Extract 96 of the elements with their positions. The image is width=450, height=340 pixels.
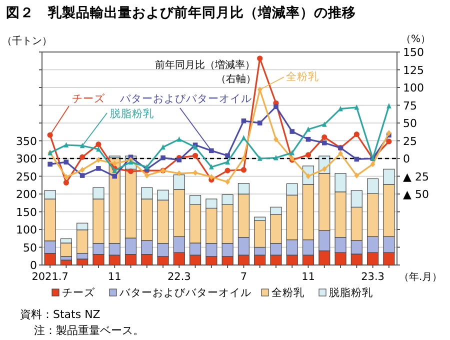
point <box>96 156 101 163</box>
point <box>274 104 278 110</box>
point <box>386 103 392 108</box>
annotation: 前年同月比（増減率） <box>155 59 255 71</box>
point <box>192 152 198 158</box>
point <box>128 168 134 174</box>
point <box>176 158 182 162</box>
y-tick-label: 250 <box>16 170 37 184</box>
y2-tick-label: 0 <box>403 152 410 166</box>
point <box>274 136 278 142</box>
legend-label: 全粉乳 <box>272 286 304 299</box>
point <box>322 134 328 140</box>
point <box>80 166 85 173</box>
text: 脱脂粉乳 <box>110 107 154 120</box>
x-tick-label: 22.3 <box>167 271 191 283</box>
y-tick-label: 100 <box>16 224 37 236</box>
y2-tick-label: 50 <box>403 117 417 130</box>
point <box>306 126 311 132</box>
point <box>176 136 182 142</box>
point <box>240 167 247 173</box>
point <box>305 152 312 158</box>
point <box>64 142 69 148</box>
point <box>322 140 327 146</box>
point <box>338 150 343 157</box>
y2-tick-label: 150 <box>403 46 424 59</box>
point <box>80 173 85 178</box>
y2-tick-label: ▲ 50 <box>403 188 429 201</box>
y2-tick-label: ▲ 25 <box>403 170 429 184</box>
legend-label: 全粉乳 <box>286 70 319 83</box>
point <box>257 156 262 161</box>
point <box>225 178 230 185</box>
legend-label: チーズ <box>62 287 96 299</box>
point <box>225 159 230 164</box>
y2-tick-label: 25 <box>403 134 417 148</box>
y-tick-label: 350 <box>16 134 37 148</box>
y-tick-label: 200 <box>16 188 37 201</box>
point <box>370 161 376 168</box>
x-tick-label: 7 <box>240 271 248 283</box>
point <box>96 146 101 152</box>
point <box>160 144 166 150</box>
x-tick-label: 11 <box>108 271 122 283</box>
series-label: バターおよびバターオイル <box>119 93 252 105</box>
y2-tick-label: 125 <box>403 64 424 77</box>
point <box>290 129 295 134</box>
point <box>386 138 392 144</box>
y2-tick-label: 75 <box>403 99 417 112</box>
point <box>63 180 70 186</box>
point <box>96 166 101 171</box>
point <box>160 155 166 160</box>
bar <box>60 260 72 266</box>
x-tick-label: 11 <box>302 271 315 283</box>
y-axis-title: （千トン） <box>2 35 52 47</box>
point <box>144 172 150 179</box>
x-tick-label: 2021.7 <box>32 271 68 283</box>
point <box>80 154 86 160</box>
y2-axis-title: （%） <box>401 34 431 45</box>
y-tick-label: 150 <box>16 206 37 219</box>
y-tick-label: 300 <box>16 152 37 166</box>
point <box>48 162 52 167</box>
point <box>322 166 327 172</box>
text: 資料：Stats NZ <box>20 308 101 321</box>
y-tick-label: 0 <box>30 259 37 272</box>
point <box>257 56 263 62</box>
bar <box>60 242 72 257</box>
point <box>354 172 360 179</box>
point <box>354 132 360 138</box>
point <box>241 156 246 162</box>
y2-tick-label: 100 <box>403 82 424 94</box>
point <box>338 106 343 112</box>
point <box>209 174 214 180</box>
point <box>257 120 262 126</box>
point <box>64 160 69 164</box>
point <box>241 135 246 140</box>
point <box>112 160 118 166</box>
text: 注：製品重量ベース。 <box>34 324 144 337</box>
point <box>322 122 327 127</box>
point <box>209 164 214 170</box>
point <box>144 164 150 170</box>
annotation: （右軸） <box>216 73 256 85</box>
point <box>386 130 392 136</box>
point <box>354 104 360 110</box>
y-tick-label: 50 <box>23 241 37 254</box>
point <box>96 142 102 148</box>
point <box>224 168 230 174</box>
point <box>112 174 118 179</box>
chart-title: 図２ 乳製品輸出量および前年同月比（増減率）の推移 <box>6 4 356 21</box>
x-tick-label: 23.3 <box>361 271 384 283</box>
x-axis-title: （年.月） <box>399 271 442 283</box>
text: チーズ <box>72 93 106 105</box>
point <box>290 150 295 156</box>
point <box>225 153 230 158</box>
point <box>241 118 246 124</box>
point <box>192 144 198 150</box>
point <box>64 174 69 180</box>
legend-label: 脱脂粉乳 <box>329 286 373 299</box>
point <box>274 154 278 160</box>
